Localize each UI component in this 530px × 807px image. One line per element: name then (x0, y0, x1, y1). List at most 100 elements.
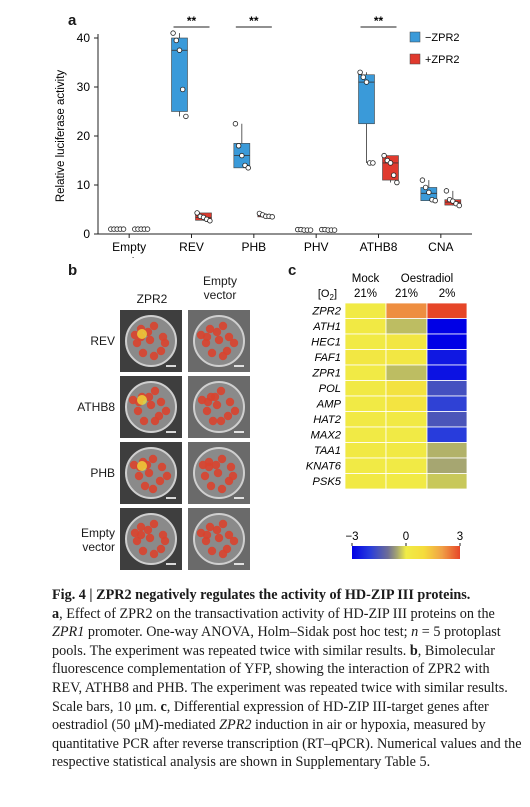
gene-label: KNAT6 (306, 461, 342, 473)
caption-a-text: , Effect of ZPR2 on the transactivation … (59, 605, 495, 622)
heatmap-cell (426, 380, 468, 397)
chloroplast (216, 416, 226, 426)
data-point (144, 226, 151, 232)
caption-c-letter: c (160, 698, 167, 715)
chloroplast (144, 468, 154, 478)
gene-label: FAF1 (314, 352, 341, 364)
gene-label: ATH1 (312, 321, 341, 333)
chloroplast (145, 335, 155, 345)
chloroplast (161, 406, 171, 416)
heatmap-cell (344, 333, 387, 350)
o2-value: 21% (354, 288, 377, 300)
caption-c-gene: ZPR2 (219, 717, 252, 734)
data-point (269, 214, 275, 220)
micrograph-image (120, 376, 182, 438)
heatmap-cell (426, 333, 468, 350)
chloroplast (150, 386, 160, 396)
micrograph-drawing (120, 310, 182, 372)
chloroplast (149, 549, 159, 559)
chloroplast (207, 348, 217, 358)
x-tick-label: REV (179, 240, 204, 254)
heatmap-cell (426, 411, 468, 428)
heatmap-cell (385, 473, 428, 490)
heatmap-header-mock: Mock (352, 273, 380, 285)
chloroplast (218, 351, 228, 361)
chloroplast (216, 386, 226, 396)
chloroplast (218, 321, 228, 331)
caption-title: Fig. 4 | ZPR2 negatively regulates the a… (52, 587, 471, 603)
y-tick-label: 10 (77, 178, 91, 192)
chloroplast (149, 519, 159, 529)
heatmap-header-oestradiol: Oestradiol (401, 273, 453, 285)
chloroplast (224, 332, 234, 342)
micrograph-image (188, 508, 250, 570)
heatmap-cell (344, 380, 387, 397)
significance-label: ** (374, 14, 384, 28)
y-tick-label: 30 (77, 80, 91, 94)
data-point (183, 113, 189, 120)
chloroplast (149, 321, 159, 331)
gene-label: ZPR1 (311, 368, 341, 380)
colorbar-tick-label: −3 (345, 531, 358, 543)
x-tick-label: ATHB8 (360, 240, 398, 254)
micrograph-drawing (120, 376, 182, 438)
chloroplast (202, 406, 212, 416)
panel-a-letter: a (68, 12, 77, 29)
yfp-signal (137, 395, 147, 405)
micrograph-drawing (120, 442, 182, 504)
chloroplast (230, 406, 240, 416)
heatmap-cell (385, 364, 428, 381)
chloroplast (228, 471, 238, 481)
chloroplast (208, 416, 218, 426)
data-point (419, 177, 426, 183)
figure-caption: Fig. 4 | ZPR2 negatively regulates the a… (52, 586, 522, 772)
row-label-line: PHB (90, 466, 115, 480)
chloroplast (156, 397, 166, 407)
data-point (120, 226, 127, 232)
panel-c-heatmap: Mock Oestradiol [O2] 21% 21% 2% ZPR2 ATH1 HEC1 FA… (306, 273, 468, 559)
heatmap-cell (344, 302, 387, 319)
heatmap-cell (385, 349, 428, 366)
data-point (432, 197, 438, 204)
gene-label: TAA1 (314, 445, 341, 457)
data-point (245, 165, 251, 171)
chloroplast (205, 324, 215, 334)
chloroplast (138, 546, 148, 556)
micrograph-image (188, 310, 250, 372)
gene-label: ZPR2 (311, 306, 341, 318)
data-point (443, 188, 450, 194)
heatmap-cell (426, 473, 468, 490)
chloroplast (160, 338, 170, 348)
caption-c-text-2: induction in air or hypoxia, measured by… (52, 717, 522, 771)
panel-b-letter: b (68, 262, 78, 279)
y-tick-label: 0 (83, 227, 90, 241)
chloroplast (214, 533, 224, 543)
chloroplast (156, 544, 166, 554)
yfp-signal (137, 461, 147, 471)
caption-a-gene: ZPR1 (52, 624, 85, 641)
data-point (176, 47, 183, 53)
data-point (194, 210, 200, 216)
heatmap-cell (385, 318, 428, 335)
y-axis-label: Relative luciferase activity (55, 70, 67, 203)
micrograph-row-label: REV (55, 334, 115, 348)
chloroplast (207, 546, 217, 556)
chloroplast (205, 522, 215, 532)
data-point (173, 37, 179, 44)
micrograph-row-label: ATHB8 (55, 400, 115, 414)
o2-value: 2% (439, 288, 456, 300)
chloroplast (213, 468, 223, 478)
gene-label: POL (319, 383, 341, 395)
micrograph-drawing (188, 310, 250, 372)
chloroplast (210, 392, 220, 402)
heatmap-cell (385, 426, 428, 443)
heatmap-cell (426, 349, 468, 366)
heatmap-cell (385, 380, 428, 397)
colorbar-tick-label: 3 (457, 531, 463, 543)
heatmap-cell (385, 442, 428, 459)
data-point (331, 227, 338, 233)
caption-b-text: , Bimolecular fluorescence complementati… (52, 642, 508, 715)
legend-swatch (409, 53, 421, 65)
micrograph-drawing (188, 442, 250, 504)
row-label-line: vector (82, 540, 115, 554)
